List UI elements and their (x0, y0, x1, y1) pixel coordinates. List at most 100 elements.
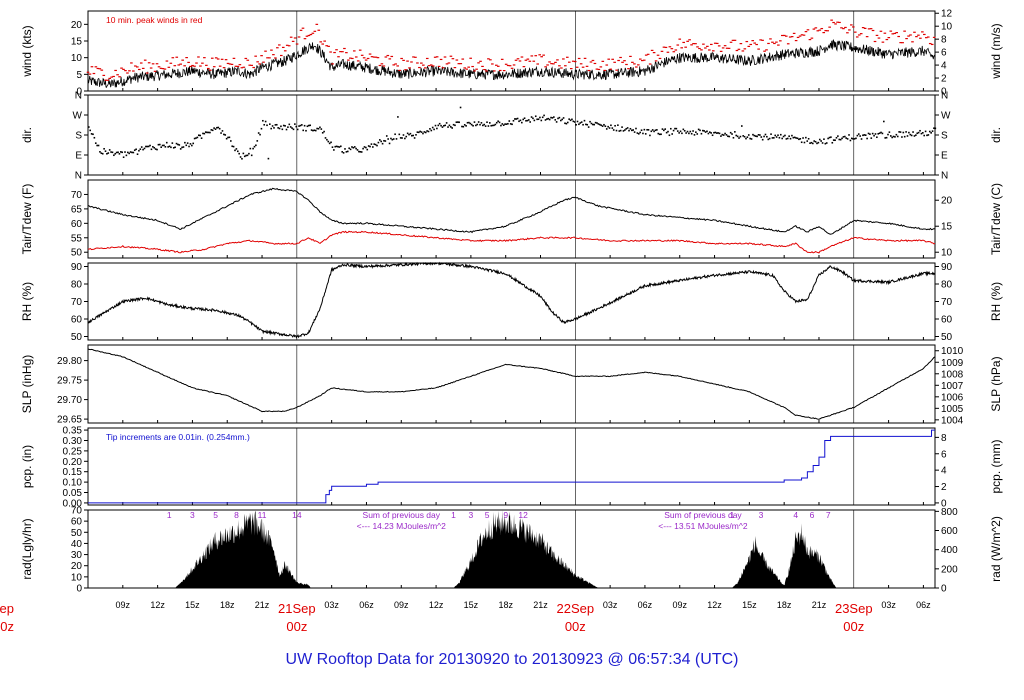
direction-point (664, 128, 667, 130)
direction-point (271, 125, 274, 127)
direction-point (917, 131, 920, 134)
y2-tick-label-slp: 1004 (941, 415, 964, 426)
direction-point (792, 136, 795, 139)
sun-hour-label: 1 (730, 510, 735, 520)
y2-tick-label-dir: N (941, 91, 948, 102)
y2-axis-label-wind: wind (m/s) (989, 23, 1003, 79)
direction-point (264, 120, 267, 123)
direction-point (654, 129, 657, 132)
y-tick-label-temp: 65 (71, 204, 83, 215)
direction-point (555, 121, 558, 123)
direction-point (867, 132, 870, 135)
direction-point (750, 138, 753, 140)
direction-point (703, 130, 706, 132)
direction-point (635, 127, 637, 130)
direction-point (724, 132, 726, 135)
direction-point (260, 127, 263, 130)
series-temp-1 (87, 230, 936, 254)
direction-point (108, 149, 111, 151)
direction-point (889, 135, 892, 137)
daily-sum-value: <--- 14.23 MJoules/m^2 (357, 521, 447, 531)
direction-point (766, 135, 768, 138)
direction-point (924, 130, 927, 133)
direction-point (746, 136, 749, 138)
direction-point (179, 148, 182, 150)
direction-point (859, 135, 861, 137)
direction-point (373, 143, 376, 145)
direction-point (682, 128, 685, 131)
time-tick-label: 18z (498, 600, 513, 610)
direction-point (571, 118, 573, 121)
y-tick-label-rad: 10 (71, 572, 83, 583)
direction-point (753, 134, 756, 137)
direction-point (230, 140, 232, 142)
y2-tick-label-pcp: 4 (941, 466, 947, 477)
direction-point (346, 150, 349, 153)
direction-point (812, 142, 814, 145)
direction-point (424, 131, 427, 134)
y2-tick-label-wind: 12 (941, 9, 953, 20)
direction-point (143, 147, 146, 150)
direction-point (436, 127, 438, 130)
y2-tick-label-wind: 4 (941, 61, 947, 72)
direction-point (452, 123, 455, 126)
direction-point (199, 134, 201, 137)
direction-point (262, 119, 264, 122)
day-hour-label: 00z (565, 619, 586, 634)
direction-point (401, 137, 403, 139)
direction-point (124, 151, 126, 153)
direction-point (898, 131, 900, 133)
direction-point (781, 137, 783, 140)
direction-point (369, 145, 371, 148)
direction-point (131, 151, 133, 154)
direction-point (752, 133, 754, 136)
sun-hour-label: 12 (518, 510, 528, 520)
y2-axis-label-pcp: pcp. (mm) (989, 439, 1003, 493)
direction-point (196, 136, 199, 139)
direction-point (857, 133, 860, 135)
direction-point (209, 131, 211, 134)
direction-point (537, 118, 540, 121)
direction-point (399, 137, 402, 139)
y2-tick-label-slp: 1010 (941, 346, 964, 357)
direction-point (239, 156, 242, 158)
direction-point (220, 132, 222, 134)
direction-point (422, 132, 424, 135)
direction-point (122, 156, 125, 159)
direction-point (211, 129, 214, 132)
direction-point (295, 125, 298, 128)
direction-point (363, 146, 366, 148)
direction-point (431, 126, 434, 129)
direction-point (618, 130, 621, 132)
direction-point (672, 129, 675, 132)
direction-point (805, 136, 807, 139)
direction-point (512, 119, 515, 122)
direction-point (931, 130, 934, 132)
direction-point (171, 142, 174, 144)
direction-point (860, 138, 863, 140)
direction-point (848, 134, 850, 136)
direction-point (188, 145, 190, 148)
sun-hour-label: 5 (485, 510, 490, 520)
direction-point (643, 128, 646, 131)
direction-point (629, 127, 632, 130)
y2-tick-label-wind: 2 (941, 74, 947, 85)
direction-point (509, 123, 512, 125)
direction-point (182, 146, 185, 148)
direction-point (132, 151, 135, 154)
direction-point (894, 136, 896, 138)
direction-point (796, 137, 799, 140)
direction-point (525, 119, 527, 122)
direction-point (779, 133, 782, 136)
direction-point (200, 137, 203, 139)
time-tick-label: 12z (150, 600, 165, 610)
direction-point (129, 151, 132, 153)
direction-point (493, 124, 495, 127)
daily-sum-title: Sum of previous day (363, 510, 441, 520)
direction-point (216, 126, 218, 129)
direction-point (540, 119, 543, 122)
direction-point (876, 136, 878, 139)
direction-point (168, 145, 171, 148)
series-rh-0 (87, 261, 936, 339)
direction-point (434, 124, 437, 127)
